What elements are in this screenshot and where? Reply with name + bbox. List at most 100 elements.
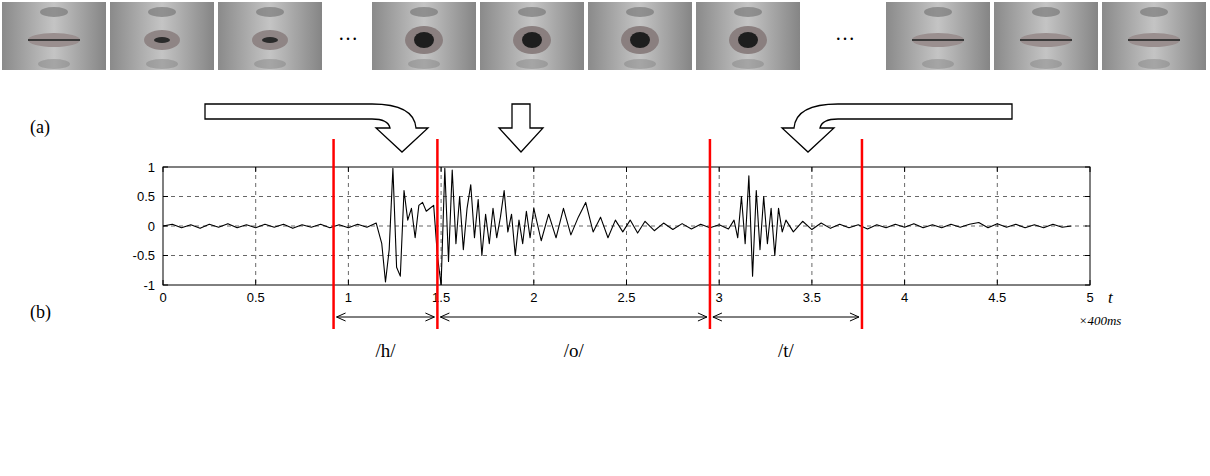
tick: [533, 280, 534, 285]
chin: [408, 59, 440, 69]
arrow-head: [440, 313, 707, 321]
tick-label: 1.5: [432, 290, 450, 305]
axis-title: t: [1108, 288, 1114, 307]
tick: [348, 167, 349, 172]
tick-label: 4.5: [988, 290, 1006, 305]
axes: 00.511.522.533.544.55-1-0.500.51: [133, 160, 1094, 306]
tick: [626, 280, 627, 285]
axis-unit: ×400ms: [1079, 313, 1122, 328]
tick-label: 2.5: [617, 290, 635, 305]
face: [588, 2, 692, 70]
tick: [255, 280, 256, 285]
lips: [405, 26, 443, 54]
segment-span: [440, 317, 707, 318]
tick: [997, 280, 998, 285]
tick: [904, 167, 905, 172]
segment-span: [713, 317, 859, 318]
tick-label: 2: [530, 290, 537, 305]
mouth-frame: [886, 2, 990, 70]
panel-label: (b): [30, 302, 51, 323]
lips: [144, 30, 180, 50]
segment-label: /t/: [778, 340, 795, 361]
panel-label: (a): [30, 117, 50, 138]
mouth-frame: [372, 2, 476, 70]
mouth-opening: [262, 37, 278, 43]
tick-label: 0: [148, 219, 155, 234]
lip-line: [1128, 39, 1180, 41]
tick-label: -1: [143, 278, 155, 293]
tick-label: -0.5: [133, 248, 155, 263]
face: [1102, 2, 1206, 70]
segment-boundary: [332, 139, 335, 329]
tick: [533, 167, 534, 172]
chin: [922, 59, 954, 69]
grid-line: [904, 167, 905, 285]
mouth-frame: [2, 2, 106, 70]
nose: [626, 7, 654, 17]
tick: [1085, 196, 1090, 197]
lips: [729, 26, 767, 54]
waveform: [163, 168, 1071, 285]
segments: /h//o//t/: [334, 139, 862, 361]
grid-line: [163, 255, 1090, 256]
tick: [441, 167, 442, 172]
tick: [811, 280, 812, 285]
nose: [1140, 7, 1168, 17]
arrow-head: [713, 313, 859, 321]
tick-label: 0: [159, 290, 166, 305]
plot-area: [163, 167, 1090, 285]
nose: [410, 7, 438, 17]
tick-label: 1: [148, 160, 155, 175]
lip-line: [912, 39, 964, 41]
face: [696, 2, 800, 70]
chin: [1138, 59, 1170, 69]
lip-line: [1020, 39, 1072, 41]
tick-label: 3.5: [803, 290, 821, 305]
chin: [146, 59, 178, 69]
face: [2, 2, 106, 70]
grid-line: [255, 167, 256, 285]
mouth-opening: [154, 37, 170, 43]
nose: [924, 7, 952, 17]
data-group: [163, 168, 1071, 285]
tick: [1085, 255, 1090, 256]
mouth-opening: [414, 32, 434, 48]
arrow-head: [337, 313, 435, 321]
nose: [734, 7, 762, 17]
chin: [254, 59, 286, 69]
plot-frame: [163, 167, 1090, 285]
mouth-frame: [1102, 2, 1206, 70]
image-strip: ……: [2, 2, 1206, 70]
tick: [255, 167, 256, 172]
tick: [904, 280, 905, 285]
mouth-frame: [218, 2, 322, 70]
face: [480, 2, 584, 70]
nose: [148, 7, 176, 17]
mouth-opening: [738, 32, 758, 48]
segment-boundary: [709, 139, 712, 329]
arrow: [782, 104, 1012, 152]
tick-label: 5: [1086, 290, 1093, 305]
nose: [1032, 7, 1060, 17]
mouth-frame: [588, 2, 692, 70]
arrow: [499, 104, 543, 152]
lips: [252, 30, 288, 50]
face: [218, 2, 322, 70]
lips: [513, 26, 551, 54]
separator: …: [835, 22, 855, 44]
tick: [626, 167, 627, 172]
tick: [719, 167, 720, 172]
lip-line: [28, 39, 80, 41]
chin: [1030, 59, 1062, 69]
lips: [1128, 33, 1180, 47]
tick: [1085, 226, 1090, 227]
nose: [40, 7, 68, 17]
arrows: [205, 104, 1012, 152]
grid-line: [163, 196, 1090, 197]
face: [886, 2, 990, 70]
segment-boundary: [861, 139, 864, 329]
tick: [811, 167, 812, 172]
mouth-frame: [994, 2, 1098, 70]
segment-boundary: [436, 139, 439, 329]
mouth-opening: [522, 32, 542, 48]
